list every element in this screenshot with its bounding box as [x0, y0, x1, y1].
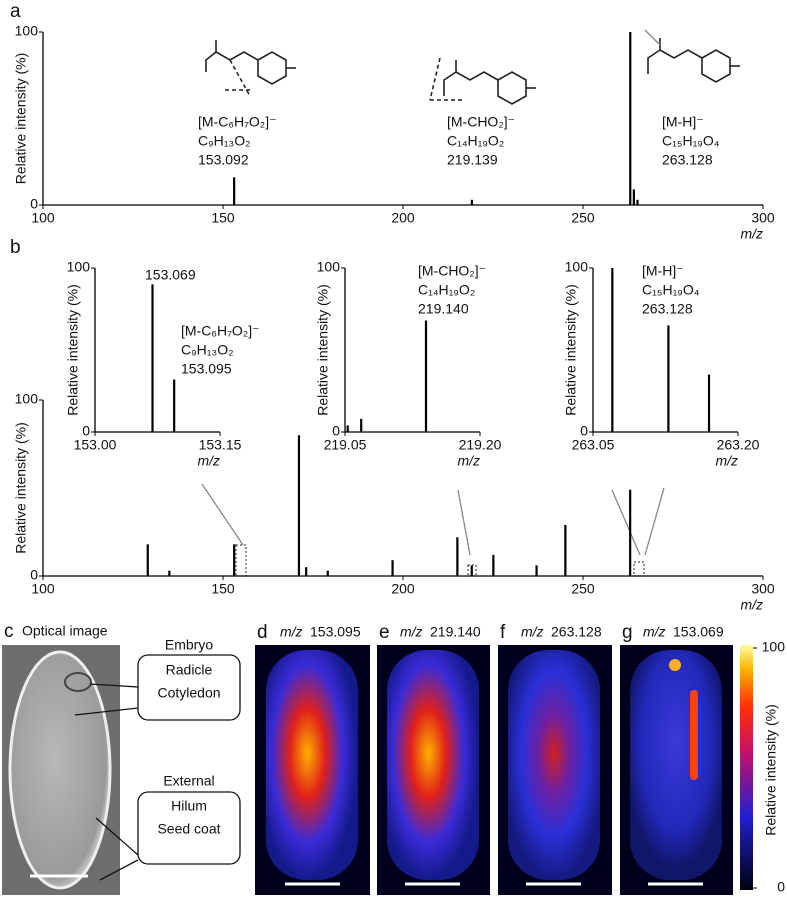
panel-label: f [500, 622, 506, 643]
annotation: 263.128 [662, 152, 713, 168]
annotation: 153.092 [198, 152, 249, 168]
x-tick-label: 219.20 [459, 437, 502, 453]
panel-label: a [10, 1, 21, 22]
y-tick-label: 0 [580, 423, 588, 439]
radicle [64, 672, 92, 692]
panel-title: Optical image [22, 623, 108, 639]
annotation: 153.095 [181, 361, 232, 377]
annotation: C₁₅H₁₉O₄ [662, 133, 720, 149]
annotation: 263.128 [642, 301, 693, 317]
panel-label: d [257, 622, 268, 643]
y-tick-label: 100 [67, 259, 91, 275]
mz-value: 153.069 [673, 624, 724, 640]
y-axis-label: Relative intensity (%) [65, 284, 81, 416]
x-tick-label: 153.15 [199, 437, 242, 453]
annotation: C₁₅H₁₉O₄ [642, 282, 700, 298]
x-tick-label: 200 [391, 581, 415, 597]
x-tick-label: 150 [211, 581, 235, 597]
x-axis-label: m/z [740, 597, 763, 613]
x-tick-label: 153.00 [74, 437, 117, 453]
annotation: [M-CHO₂]⁻ [418, 263, 486, 279]
annotation: C₁₄H₁₉O₂ [418, 282, 475, 298]
x-tick-label: 100 [31, 210, 55, 226]
y-tick-label: 100 [15, 23, 39, 39]
y-axis-label: Relative intensity (%) [563, 284, 579, 416]
colorbar-tick-label: 100 [762, 639, 786, 655]
ms-image [255, 645, 733, 895]
y-axis-label: Relative intensity (%) [13, 422, 29, 554]
seed [8, 650, 112, 890]
callout-label: Radicle [166, 662, 213, 678]
x-tick-label: 300 [751, 210, 775, 226]
y-tick-label: 0 [82, 423, 90, 439]
connector [201, 483, 665, 577]
panel-label: b [10, 237, 21, 258]
x-tick-label: 263.05 [572, 437, 615, 453]
structure [205, 29, 740, 105]
x-tick-label: 150 [211, 210, 235, 226]
colorbar-title: Relative intensity (%) [763, 704, 779, 836]
y-tick-label: 100 [15, 391, 39, 407]
x-tick-label: 250 [571, 210, 595, 226]
annotation: C₉H₁₃O₂ [181, 342, 234, 358]
x-tick-label: 263.20 [717, 437, 760, 453]
colorbar-tick-label: 0 [777, 879, 785, 895]
y-tick-label: 0 [30, 196, 38, 212]
annotation: [M-H]⁻ [662, 114, 704, 130]
panel-label: c [4, 621, 14, 642]
x-axis-label: m/z [457, 453, 480, 469]
x-tick-label: 200 [391, 210, 415, 226]
x-tick-label: 300 [751, 581, 775, 597]
mz-value: 263.128 [551, 624, 602, 640]
callout-label: Cotyledon [157, 685, 220, 701]
annotation: 153.069 [145, 267, 196, 283]
x-axis-label: m/z [715, 453, 738, 469]
callout [74, 654, 241, 881]
x-axis-label: m/z [197, 453, 220, 469]
annotation: 219.139 [447, 152, 498, 168]
callout-label: Seed coat [157, 821, 220, 837]
y-axis-label: Relative intensity (%) [13, 53, 29, 185]
panel-label: e [379, 622, 390, 643]
annotation: 219.140 [418, 301, 469, 317]
mz-value: 219.140 [430, 624, 481, 640]
x-tick-label: 100 [31, 581, 55, 597]
y-tick-label: 0 [332, 423, 340, 439]
mz-label: m/z [643, 624, 666, 640]
mz-label: m/z [280, 624, 303, 640]
y-axis-label: Relative intensity (%) [315, 284, 331, 416]
mz-label: m/z [400, 624, 423, 640]
annotation: [M-CHO₂]⁻ [447, 114, 515, 130]
annotation: C₁₄H₁₉O₂ [447, 133, 504, 149]
callout-label: External [163, 773, 214, 789]
x-tick-label: 219.05 [324, 437, 367, 453]
x-tick-label: 250 [571, 581, 595, 597]
y-tick-label: 100 [317, 259, 341, 275]
y-tick-label: 0 [30, 567, 38, 583]
y-tick-label: 100 [565, 259, 589, 275]
callout-label: Embryo [165, 637, 213, 653]
annotation: [M-H]⁻ [642, 263, 684, 279]
x-axis-label: m/z [740, 226, 763, 242]
callout-label: Hilum [171, 798, 207, 814]
annotation: C₉H₁₃O₂ [198, 133, 251, 149]
annotation: [M-C₆H₇O₂]⁻ [181, 323, 260, 339]
mz-label: m/z [521, 624, 544, 640]
annotation: [M-C₆H₇O₂]⁻ [198, 114, 277, 130]
colorbar [740, 645, 753, 890]
mz-value: 153.095 [310, 624, 361, 640]
panel-label: g [622, 622, 633, 643]
